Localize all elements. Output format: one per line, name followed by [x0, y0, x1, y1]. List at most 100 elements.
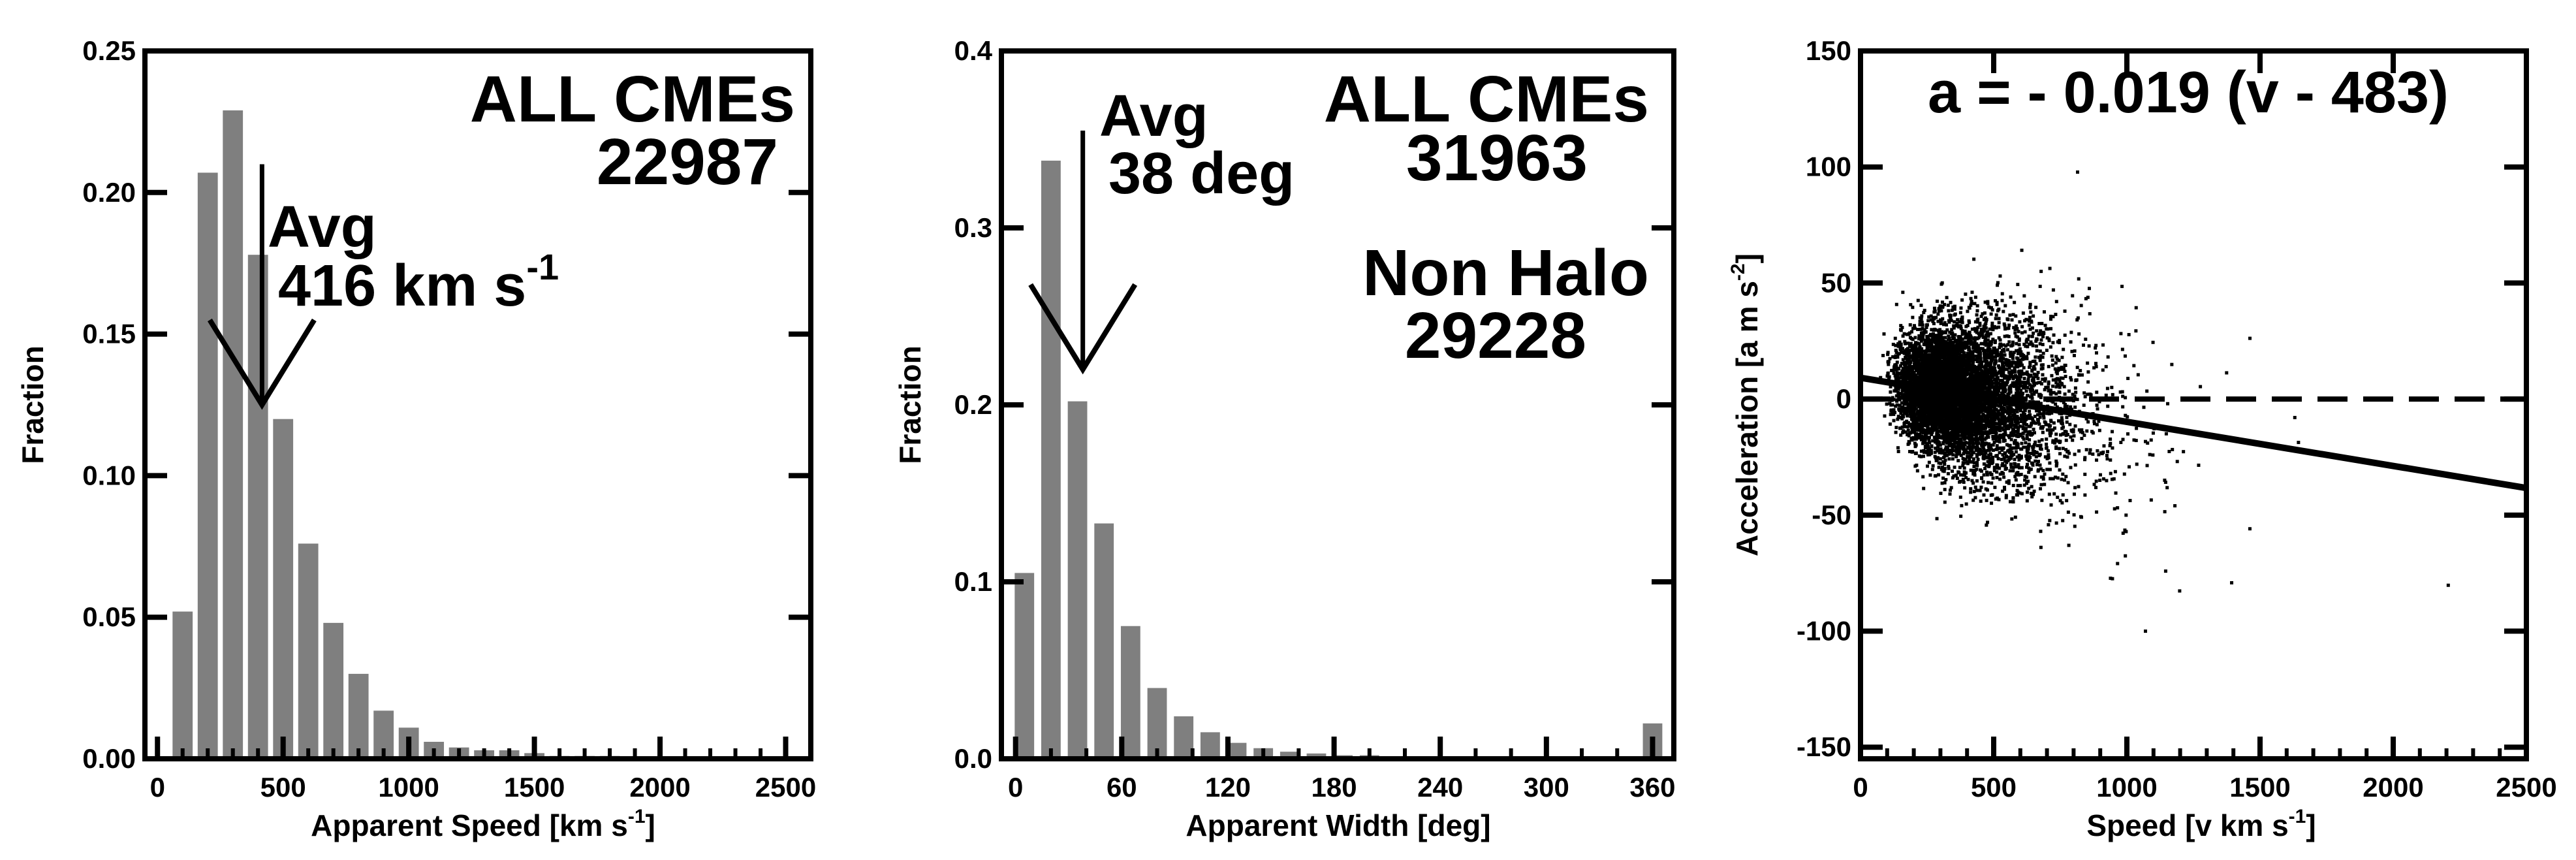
scatter-point [2018, 409, 2022, 413]
scatter-point [2015, 444, 2018, 448]
scatter-point [2018, 491, 2022, 495]
scatter-point [2031, 388, 2035, 392]
scatter-point [1985, 488, 1989, 492]
scatter-point [2045, 442, 2049, 446]
speed-xtick-label: 500 [260, 772, 306, 803]
scatter-point [1938, 457, 1942, 461]
scatter-point [1970, 371, 1973, 375]
scatter-point [2020, 325, 2024, 328]
scatter-point [1970, 300, 1973, 304]
scatter-point [1915, 469, 1919, 473]
scatter-point [1943, 345, 1947, 349]
scatter-point [2028, 417, 2032, 421]
scatter-point [2086, 295, 2090, 299]
scatter-point [1972, 370, 1976, 374]
scatter-point [2031, 359, 2035, 363]
scatter-point [2015, 488, 2019, 492]
scatter-point [2073, 406, 2077, 409]
scatter-point [1982, 423, 1986, 427]
scatter-point [2163, 569, 2167, 573]
scatter-point [2001, 386, 2005, 390]
scatter-point [2009, 360, 2013, 364]
scatter-point [1948, 449, 1952, 453]
scatter-point [2088, 448, 2092, 452]
scatter-point [1968, 349, 1972, 353]
scatter-point [1986, 300, 1990, 304]
scatter-point [1888, 357, 1892, 360]
scatter-point [1940, 430, 1944, 434]
scatter-point [1900, 389, 1904, 393]
scatter-point [1902, 332, 1906, 336]
scatter-point [2025, 437, 2029, 441]
scatter-point [2013, 331, 2017, 335]
scatter-point [1998, 472, 2002, 476]
scatter-point [2058, 341, 2062, 345]
scatter-point [2054, 439, 2058, 443]
scatter-point [2054, 459, 2058, 463]
scatter-point [2042, 411, 2046, 415]
speed-histogram-panel: 0 500 1000 1500 2000 25000.000.050.100.150.20… [16, 35, 816, 842]
scatter-point [2119, 441, 2123, 445]
scatter-point [2010, 451, 2014, 454]
speed-bar [348, 673, 369, 759]
scatter-point [2028, 306, 2032, 310]
scatter-point [2026, 351, 2030, 355]
scatter-point [1966, 342, 1970, 345]
speed-xlabel-sup: -1 [628, 806, 646, 827]
scatter-point [1906, 421, 1910, 424]
scatter-point [1937, 330, 1941, 334]
scatter-point [2043, 483, 2047, 486]
scatter-point [2030, 451, 2034, 455]
width-ytick-label: 0.1 [954, 566, 992, 597]
scatter-point [1948, 444, 1952, 448]
scatter-point [1935, 299, 1939, 303]
scatter-point [2002, 361, 2006, 365]
scatter-point [2049, 503, 2053, 507]
scatter-point [1989, 473, 1993, 477]
scatter-point [2064, 448, 2068, 452]
scatter-point [1999, 407, 2003, 411]
scatter-point [1991, 476, 1995, 480]
scatter-point [1944, 340, 1948, 343]
scatter-point [1979, 357, 1983, 360]
scatter-point [2104, 393, 2108, 397]
scatter-point [2052, 390, 2056, 394]
scatter-point [1953, 429, 1957, 433]
scatter-point [2052, 333, 2056, 337]
scatter-point [1993, 366, 1997, 370]
scatter-point [1965, 355, 1969, 359]
scatter-point [1908, 344, 1911, 348]
width-ytick-label: 0.3 [954, 212, 992, 243]
scatter-point [1968, 338, 1971, 342]
scatter-point [1966, 477, 1970, 481]
scatter-point [2113, 507, 2116, 511]
scatter-point [2016, 389, 2020, 392]
scatter-point [1961, 477, 1965, 481]
scatter-point [1969, 487, 1973, 491]
scatter-point [1936, 312, 1940, 316]
scatter-point [1936, 406, 1940, 410]
scatter-point [2049, 317, 2053, 321]
scatter-point [2072, 513, 2076, 517]
scatter-point [2018, 372, 2022, 376]
scatter-point [2104, 364, 2108, 368]
scatter-point [1950, 328, 1954, 332]
scatter-point [2038, 342, 2042, 346]
scatter-point [1941, 476, 1945, 480]
scatter-point [1949, 319, 1953, 323]
scatter-point [2047, 380, 2050, 384]
scatter-point [1937, 466, 1941, 470]
scatter-point [1934, 334, 1938, 338]
scatter-point [1947, 423, 1951, 427]
scatter-point [2049, 424, 2052, 428]
scatter-point [1971, 363, 1975, 367]
scatter-point [2088, 312, 2092, 316]
scatter-point [1979, 330, 1983, 334]
scatter-point [1894, 343, 1898, 347]
scatter-point [1941, 317, 1945, 321]
scatter-point [1985, 441, 1988, 445]
scatter-point [1990, 411, 1994, 415]
scatter-point [1900, 350, 1904, 354]
scatter-point [2018, 466, 2022, 470]
scatter-point [2010, 454, 2014, 458]
